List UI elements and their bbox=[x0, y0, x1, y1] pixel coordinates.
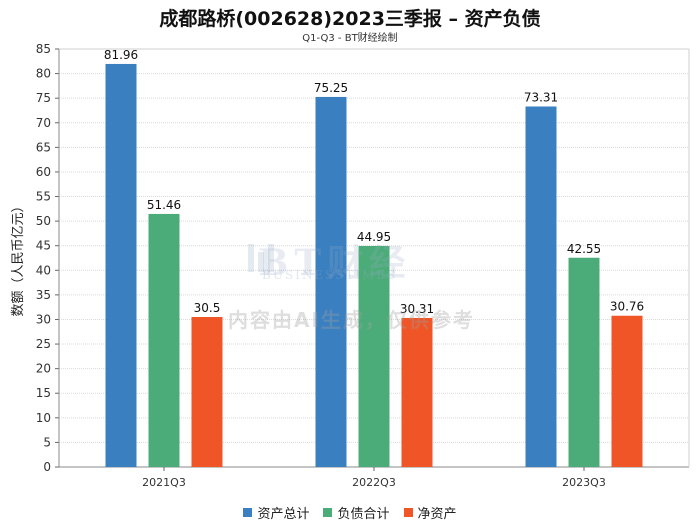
bar bbox=[191, 317, 223, 467]
y-tick-label: 70 bbox=[36, 116, 51, 130]
y-tick-label: 45 bbox=[36, 239, 51, 253]
watermark-brand: BT财经 bbox=[258, 242, 412, 284]
bar-value-label: 81.96 bbox=[104, 48, 138, 62]
y-tick-label: 75 bbox=[36, 91, 51, 105]
y-tick-label: 80 bbox=[36, 67, 51, 81]
y-tick-label: 85 bbox=[36, 42, 51, 56]
y-tick-label: 35 bbox=[36, 288, 51, 302]
legend-swatch bbox=[323, 508, 333, 517]
watermark-brand-sub: BUSINESSTIMES bbox=[262, 268, 398, 282]
legend-item: 净资产 bbox=[403, 503, 457, 522]
legend-label: 负债合计 bbox=[337, 507, 390, 522]
y-tick-label: 25 bbox=[36, 337, 51, 351]
bar bbox=[105, 63, 137, 467]
bar bbox=[401, 317, 433, 467]
y-tick-label: 40 bbox=[36, 263, 51, 277]
bar-value-label: 51.46 bbox=[147, 198, 181, 212]
watermark-logo-icon bbox=[248, 244, 274, 272]
bar-value-label: 30.5 bbox=[194, 301, 221, 315]
x-tick-label: 2023Q3 bbox=[562, 476, 606, 489]
bar-value-label: 44.95 bbox=[357, 230, 391, 244]
y-tick-label: 55 bbox=[36, 190, 51, 204]
y-tick-label: 0 bbox=[43, 460, 51, 474]
bar-value-label: 73.31 bbox=[524, 90, 558, 104]
y-axis-label: 数额（人民币亿元） bbox=[11, 199, 26, 316]
bar bbox=[358, 245, 390, 467]
y-tick-label: 65 bbox=[36, 140, 51, 154]
chart-legend: 资产总计 负债合计 净资产 bbox=[0, 503, 700, 522]
y-tick-label: 30 bbox=[36, 312, 51, 326]
bar-value-label: 75.25 bbox=[314, 81, 348, 95]
chart-title: 成都路桥(002628)2023三季报 – 资产负债 bbox=[159, 8, 541, 30]
x-tick-label: 2022Q3 bbox=[352, 476, 396, 489]
bar bbox=[568, 257, 600, 467]
legend-item: 负债合计 bbox=[323, 503, 390, 522]
legend-swatch bbox=[243, 508, 253, 517]
bar bbox=[525, 106, 557, 467]
bar-value-label: 42.55 bbox=[567, 242, 601, 256]
legend-swatch bbox=[403, 508, 413, 517]
y-tick-label: 10 bbox=[36, 411, 51, 425]
bar bbox=[611, 315, 643, 467]
watermark-notice: 内容由AI生成，仅供参考 bbox=[228, 308, 475, 332]
y-tick-label: 20 bbox=[36, 362, 51, 376]
legend-label: 净资产 bbox=[417, 507, 457, 522]
y-tick-label: 15 bbox=[36, 386, 51, 400]
legend-item: 资产总计 bbox=[243, 503, 309, 522]
y-tick-label: 50 bbox=[36, 214, 51, 228]
y-tick-label: 60 bbox=[36, 165, 51, 179]
bar-value-label: 30.31 bbox=[400, 302, 434, 316]
chart-subtitle: Q1-Q3 - BT财经绘制 bbox=[302, 33, 398, 44]
bar bbox=[315, 96, 347, 468]
x-tick-label: 2021Q3 bbox=[142, 476, 186, 489]
bar-value-label: 30.76 bbox=[610, 300, 644, 314]
bar bbox=[148, 213, 180, 467]
y-tick-label: 5 bbox=[43, 435, 51, 449]
legend-label: 资产总计 bbox=[257, 507, 310, 522]
